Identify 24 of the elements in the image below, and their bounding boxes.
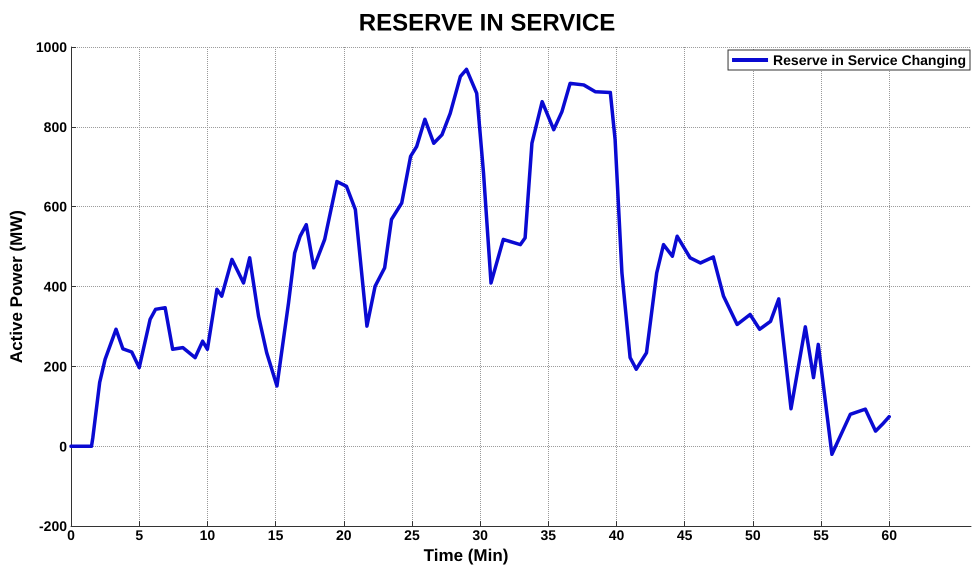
line-series: [69, 68, 891, 456]
x-tick-label: 55: [813, 527, 830, 544]
y-tick-label: 1000: [36, 39, 68, 55]
y-tick-label: 600: [44, 198, 68, 215]
x-tick-label: 40: [608, 527, 624, 544]
legend-label: Reserve in Service Changing: [773, 52, 966, 68]
x-tick-label: 15: [268, 527, 284, 544]
y-tick-label: 0: [59, 438, 68, 454]
x-tick-label: 45: [676, 527, 693, 544]
x-tick-label: 25: [404, 527, 420, 544]
y-tick-label: 800: [44, 118, 68, 135]
x-tick-label: 5: [135, 527, 144, 544]
chart-title: RESERVE IN SERVICE: [358, 10, 616, 36]
x-tick-label: 20: [336, 527, 352, 544]
x-tick-label: 30: [472, 527, 488, 544]
x-tick-label: 60: [881, 527, 898, 544]
y-tick-label: 400: [44, 278, 68, 295]
y-axis-title: Active Power (MW): [7, 210, 26, 364]
x-tick-label: 50: [745, 527, 761, 544]
x-tick-label: 35: [540, 527, 556, 544]
y-tick-label: 200: [44, 358, 68, 374]
x-tick-label: 10: [200, 527, 216, 544]
x-axis-title: Time (Min): [424, 546, 508, 565]
y-tick-label: -200: [39, 518, 68, 534]
